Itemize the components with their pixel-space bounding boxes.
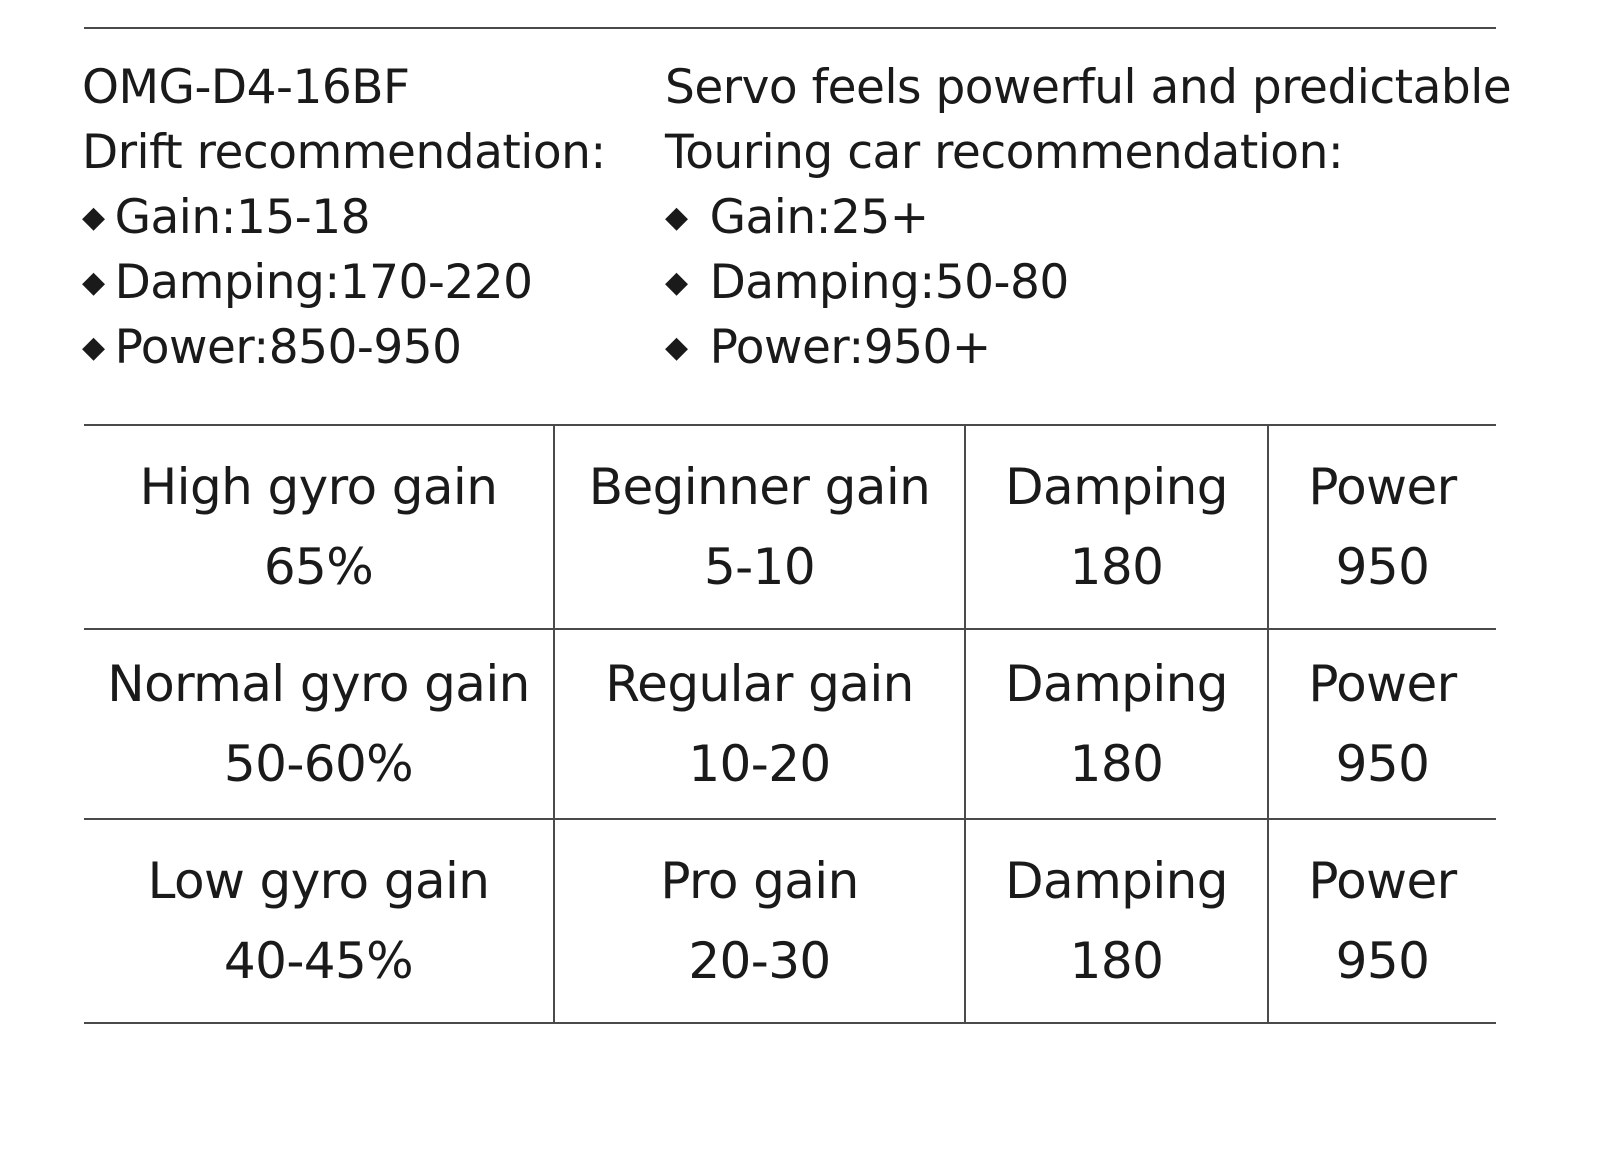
damping-label: Damping xyxy=(1005,852,1228,910)
power-value: 950 xyxy=(1335,932,1430,990)
gain-level-label: Regular gain xyxy=(605,655,914,713)
diamond-bullet-icon: ◆ xyxy=(82,330,105,365)
gain-level-value: 10-20 xyxy=(688,735,831,793)
touring-power-item: ◆ Power:950+ xyxy=(665,320,991,376)
gain-level-cell: Regular gain 10-20 xyxy=(553,628,966,820)
top-divider xyxy=(84,27,1496,29)
gain-level-cell: Pro gain 20-30 xyxy=(553,818,966,1024)
power-label: Power xyxy=(1308,655,1457,713)
touring-damping-text: Damping:50-80 xyxy=(709,255,1070,310)
power-cell: Power 950 xyxy=(1267,424,1496,630)
touring-recommendation-title: Touring car recommendation: xyxy=(665,125,1344,180)
gain-level-label: Pro gain xyxy=(660,852,859,910)
damping-label: Damping xyxy=(1005,655,1228,713)
damping-value: 180 xyxy=(1069,932,1164,990)
gyro-gain-cell: High gyro gain 65% xyxy=(84,424,555,630)
power-cell: Power 950 xyxy=(1267,628,1496,820)
power-value: 950 xyxy=(1335,735,1430,793)
damping-cell: Damping 180 xyxy=(964,424,1269,630)
power-value: 950 xyxy=(1335,538,1430,596)
power-cell: Power 950 xyxy=(1267,818,1496,1024)
power-label: Power xyxy=(1308,458,1457,516)
table-row: High gyro gain 65% Beginner gain 5-10 Da… xyxy=(84,424,1496,630)
gyro-gain-label: Normal gyro gain xyxy=(107,655,530,713)
diamond-bullet-icon: ◆ xyxy=(82,200,105,235)
gyro-gain-value: 50-60% xyxy=(223,735,414,793)
table-row: Low gyro gain 40-45% Pro gain 20-30 Damp… xyxy=(84,818,1496,1024)
gyro-gain-value: 40-45% xyxy=(223,932,414,990)
table-row: Normal gyro gain 50-60% Regular gain 10-… xyxy=(84,628,1496,820)
damping-value: 180 xyxy=(1069,538,1164,596)
touring-gain-item: ◆ Gain:25+ xyxy=(665,190,929,246)
power-label: Power xyxy=(1308,852,1457,910)
touring-damping-item: ◆ Damping:50-80 xyxy=(665,255,1069,311)
gyro-settings-table: High gyro gain 65% Beginner gain 5-10 Da… xyxy=(84,424,1496,1024)
servo-tagline: Servo feels powerful and predictable xyxy=(665,60,1512,115)
drift-recommendation-title: Drift recommendation: xyxy=(82,125,606,180)
gain-level-value: 20-30 xyxy=(688,932,831,990)
gyro-gain-value: 65% xyxy=(263,538,374,596)
diamond-bullet-icon: ◆ xyxy=(665,330,688,365)
damping-cell: Damping 180 xyxy=(964,818,1269,1024)
touring-power-text: Power:950+ xyxy=(709,320,992,375)
gain-level-label: Beginner gain xyxy=(588,458,931,516)
drift-damping-item: ◆ Damping:170-220 xyxy=(82,255,533,311)
damping-value: 180 xyxy=(1069,735,1164,793)
gyro-gain-label: High gyro gain xyxy=(139,458,498,516)
gain-level-cell: Beginner gain 5-10 xyxy=(553,424,966,630)
diamond-bullet-icon: ◆ xyxy=(82,265,105,300)
gyro-gain-cell: Low gyro gain 40-45% xyxy=(84,818,555,1024)
damping-cell: Damping 180 xyxy=(964,628,1269,820)
touring-gain-text: Gain:25+ xyxy=(709,190,930,245)
drift-power-text: Power:850-950 xyxy=(114,320,463,375)
gyro-gain-cell: Normal gyro gain 50-60% xyxy=(84,628,555,820)
drift-gain-item: ◆ Gain:15-18 xyxy=(82,190,371,246)
drift-power-item: ◆ Power:850-950 xyxy=(82,320,462,376)
drift-damping-text: Damping:170-220 xyxy=(114,255,534,310)
gyro-gain-label: Low gyro gain xyxy=(147,852,490,910)
model-name: OMG-D4-16BF xyxy=(82,60,410,115)
damping-label: Damping xyxy=(1005,458,1228,516)
gain-level-value: 5-10 xyxy=(703,538,816,596)
diamond-bullet-icon: ◆ xyxy=(665,200,688,235)
drift-gain-text: Gain:15-18 xyxy=(114,190,371,245)
diamond-bullet-icon: ◆ xyxy=(665,265,688,300)
